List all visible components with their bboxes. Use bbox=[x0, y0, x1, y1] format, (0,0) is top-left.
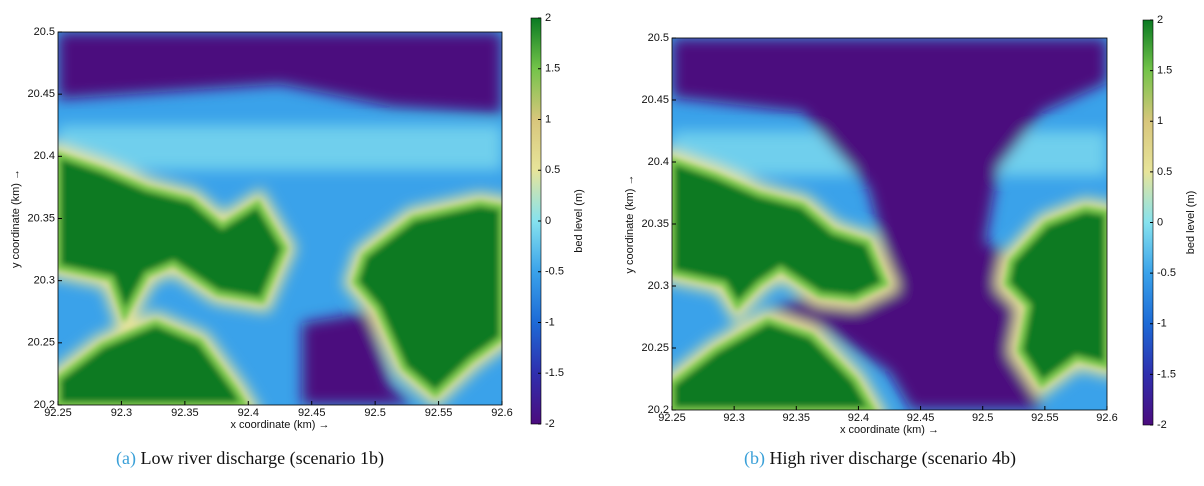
land-blend bbox=[672, 157, 1107, 410]
x-tick-label: 92.3 bbox=[723, 412, 744, 424]
x-tick-label: 92.45 bbox=[298, 407, 326, 419]
colorbar-tick-label: 1 bbox=[545, 113, 551, 125]
caption-label: (a) bbox=[116, 448, 136, 469]
x-tick-label: 92.25 bbox=[44, 407, 72, 419]
x-tick-label: 92.35 bbox=[783, 412, 811, 424]
y-tick-label: 20.35 bbox=[27, 212, 55, 224]
y-axis-label: y coordinate (km) → bbox=[10, 169, 22, 268]
land-area bbox=[58, 319, 248, 405]
y-tick-label: 20.5 bbox=[648, 32, 669, 44]
land-area bbox=[672, 157, 890, 311]
y-tick-label: 20.2 bbox=[648, 404, 669, 416]
colorbar-tick-label: -2 bbox=[545, 418, 555, 430]
colorbar-label: bed level (m) bbox=[1185, 191, 1197, 255]
x-tick-label: 92.6 bbox=[1096, 412, 1117, 424]
x-tick-label: 92.25 bbox=[658, 412, 686, 424]
land-blend bbox=[58, 151, 502, 405]
y-tick-label: 20.2 bbox=[34, 399, 55, 411]
y-axis-label: y coordinate (km) → bbox=[624, 174, 636, 273]
deep-area bbox=[302, 311, 414, 405]
colorbar-tick-label: 0.5 bbox=[545, 164, 560, 176]
y-tick-label: 20.45 bbox=[641, 94, 669, 106]
x-tick-label: 92.55 bbox=[425, 407, 453, 419]
caption-text: High river discharge (scenario 4b) bbox=[769, 448, 1016, 469]
x-tick-label: 92.6 bbox=[491, 407, 512, 419]
colorbar-tick-label: -1.5 bbox=[545, 367, 564, 379]
x-tick-label: 92.55 bbox=[1031, 412, 1059, 424]
heatmap-field bbox=[58, 32, 502, 405]
x-tick-label: 92.4 bbox=[238, 407, 259, 419]
colorbar-tick-label: -2 bbox=[1157, 419, 1167, 431]
colorbar-tick-label: 2 bbox=[1157, 14, 1163, 26]
colorbar-tick-label: -1 bbox=[545, 316, 555, 328]
y-tick-label: 20.25 bbox=[641, 342, 669, 354]
colorbar-tick-label: 0 bbox=[545, 215, 551, 227]
land-area bbox=[672, 317, 876, 410]
y-tick-label: 20.45 bbox=[27, 88, 55, 100]
land-area bbox=[1003, 206, 1107, 389]
x-tick-label: 92.45 bbox=[907, 412, 935, 424]
x-axis-label: x coordinate (km) → bbox=[840, 424, 939, 436]
land-area bbox=[58, 151, 288, 323]
colorbar-tick-label: 1.5 bbox=[545, 63, 560, 75]
deep-area bbox=[58, 32, 502, 115]
colorbar-tick-label: 1 bbox=[1157, 115, 1163, 127]
colorbar-tick-label: -0.5 bbox=[545, 266, 564, 278]
caption: (b) High river discharge (scenario 4b) bbox=[744, 448, 1016, 469]
y-tick-label: 20.25 bbox=[27, 337, 55, 349]
caption-text: Low river discharge (scenario 1b) bbox=[140, 448, 384, 469]
colorbar-tick-label: -0.5 bbox=[1157, 267, 1176, 279]
x-tick-label: 92.5 bbox=[364, 407, 385, 419]
x-tick-label: 92.5 bbox=[972, 412, 993, 424]
x-tick-label: 92.35 bbox=[171, 407, 199, 419]
caption: (a) Low river discharge (scenario 1b) bbox=[116, 448, 384, 469]
colorbar-tick-label: 0 bbox=[1157, 216, 1163, 228]
colorbar-tick-label: 1.5 bbox=[1157, 65, 1172, 77]
x-tick-label: 92.4 bbox=[848, 412, 869, 424]
y-tick-label: 20.5 bbox=[34, 26, 55, 38]
land-area bbox=[352, 200, 502, 398]
colorbar-tick-label: -1 bbox=[1157, 318, 1167, 330]
colorbar-tick-label: 2 bbox=[545, 12, 551, 24]
shallow-band bbox=[58, 125, 502, 171]
y-tick-label: 20.4 bbox=[648, 156, 669, 168]
x-axis-label: x coordinate (km) → bbox=[230, 419, 329, 431]
x-tick-label: 92.3 bbox=[111, 407, 132, 419]
y-tick-label: 20.4 bbox=[34, 150, 55, 162]
y-tick-label: 20.35 bbox=[641, 218, 669, 230]
y-tick-label: 20.3 bbox=[34, 275, 55, 287]
colorbar-tick-label: -1.5 bbox=[1157, 368, 1176, 380]
colorbar-label: bed level (m) bbox=[573, 189, 585, 253]
heatmap-field bbox=[672, 38, 1107, 410]
caption-label: (b) bbox=[744, 448, 765, 469]
colorbar-tick-label: 0.5 bbox=[1157, 166, 1172, 178]
y-tick-label: 20.3 bbox=[648, 280, 669, 292]
